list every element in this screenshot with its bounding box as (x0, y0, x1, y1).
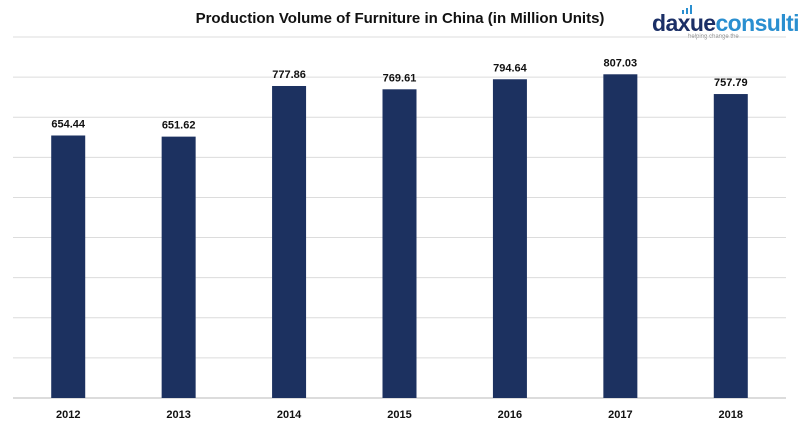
x-tick-label-2013: 2013 (166, 409, 190, 421)
bar-2015 (382, 89, 417, 399)
bar-2013 (161, 136, 196, 398)
x-tick-label-2017: 2017 (608, 409, 632, 421)
x-tick-label-2015: 2015 (387, 409, 411, 421)
logo-text-daxue: daxue (652, 10, 716, 36)
data-label-2016: 794.64 (493, 62, 528, 74)
bar-2017 (603, 74, 638, 399)
logo-text-consulting: consulting (715, 10, 800, 36)
data-label-2014: 777.86 (272, 69, 306, 81)
bar-2014 (272, 85, 307, 399)
bar-2016 (492, 79, 527, 398)
x-tick-label-2016: 2016 (498, 409, 522, 421)
logo-bars-icon (682, 5, 696, 14)
chart-title: Production Volume of Furniture in China … (195, 10, 605, 27)
data-label-2013: 651.62 (162, 120, 196, 132)
data-label-2018: 757.79 (714, 77, 748, 89)
x-tick-label-2018: 2018 (719, 409, 743, 421)
bar-2018 (713, 94, 748, 399)
data-label-2017: 807.03 (604, 57, 638, 69)
data-label-2012: 654.44 (51, 118, 86, 130)
data-label-2015: 769.61 (383, 72, 417, 84)
x-tick-label-2012: 2012 (56, 409, 80, 421)
bar-2012 (51, 135, 86, 399)
x-tick-label-2014: 2014 (277, 409, 302, 421)
